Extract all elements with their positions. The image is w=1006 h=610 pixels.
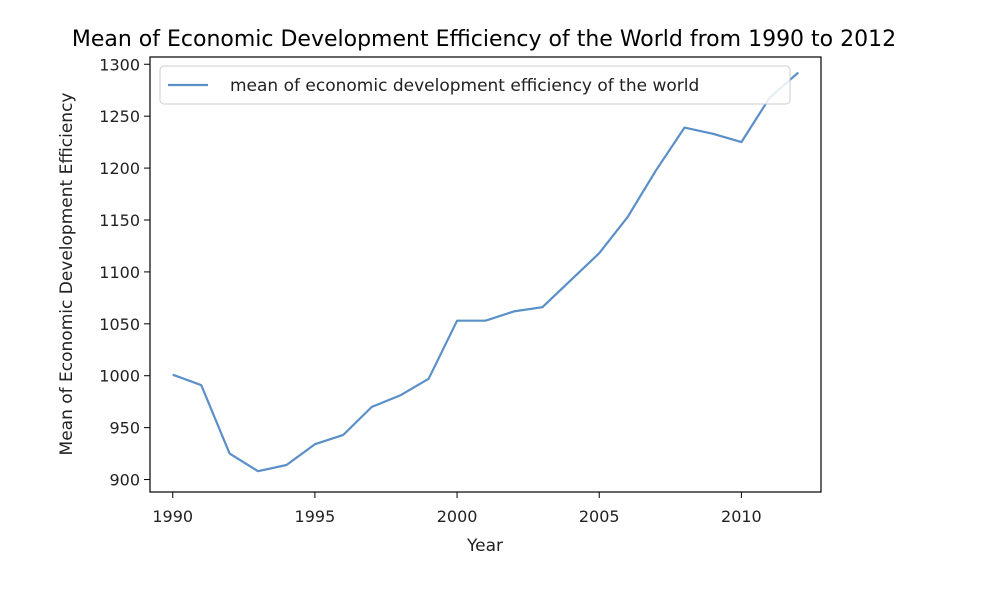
y-tick-label: 1000 bbox=[99, 367, 140, 386]
x-tick-label: 2000 bbox=[437, 507, 478, 526]
x-tick-label: 1995 bbox=[295, 507, 336, 526]
y-tick-label: 950 bbox=[109, 419, 140, 438]
y-tick-label: 1300 bbox=[99, 55, 140, 74]
chart-title: Mean of Economic Development Efficiency … bbox=[72, 27, 896, 52]
legend-box bbox=[159, 65, 791, 105]
y-axis: 900 950 1000 1050 1100 1150 1200 1250 1300 bbox=[99, 55, 150, 490]
y-tick-label: 1250 bbox=[99, 107, 140, 126]
plot-area-frame bbox=[149, 56, 822, 493]
x-tick-label: 2005 bbox=[579, 507, 620, 526]
x-axis: 1990 1995 2000 2005 2010 bbox=[152, 492, 762, 526]
y-tick-label: 1200 bbox=[99, 159, 140, 178]
y-tick-label: 1050 bbox=[99, 315, 140, 334]
y-tick-label: 1100 bbox=[99, 263, 140, 282]
x-axis-label: Year bbox=[466, 536, 503, 556]
series-line bbox=[172, 71, 800, 473]
y-tick-label: 900 bbox=[109, 471, 140, 490]
series-layer bbox=[172, 71, 800, 473]
y-axis-label: Mean of Economic Development Efficiency bbox=[57, 93, 77, 456]
x-tick-label: 1990 bbox=[152, 507, 193, 526]
legend: mean of economic development efficiency … bbox=[159, 65, 791, 105]
legend-label: mean of economic development efficiency … bbox=[230, 76, 699, 96]
y-tick-label: 1150 bbox=[99, 211, 140, 230]
x-tick-label: 2010 bbox=[721, 507, 762, 526]
